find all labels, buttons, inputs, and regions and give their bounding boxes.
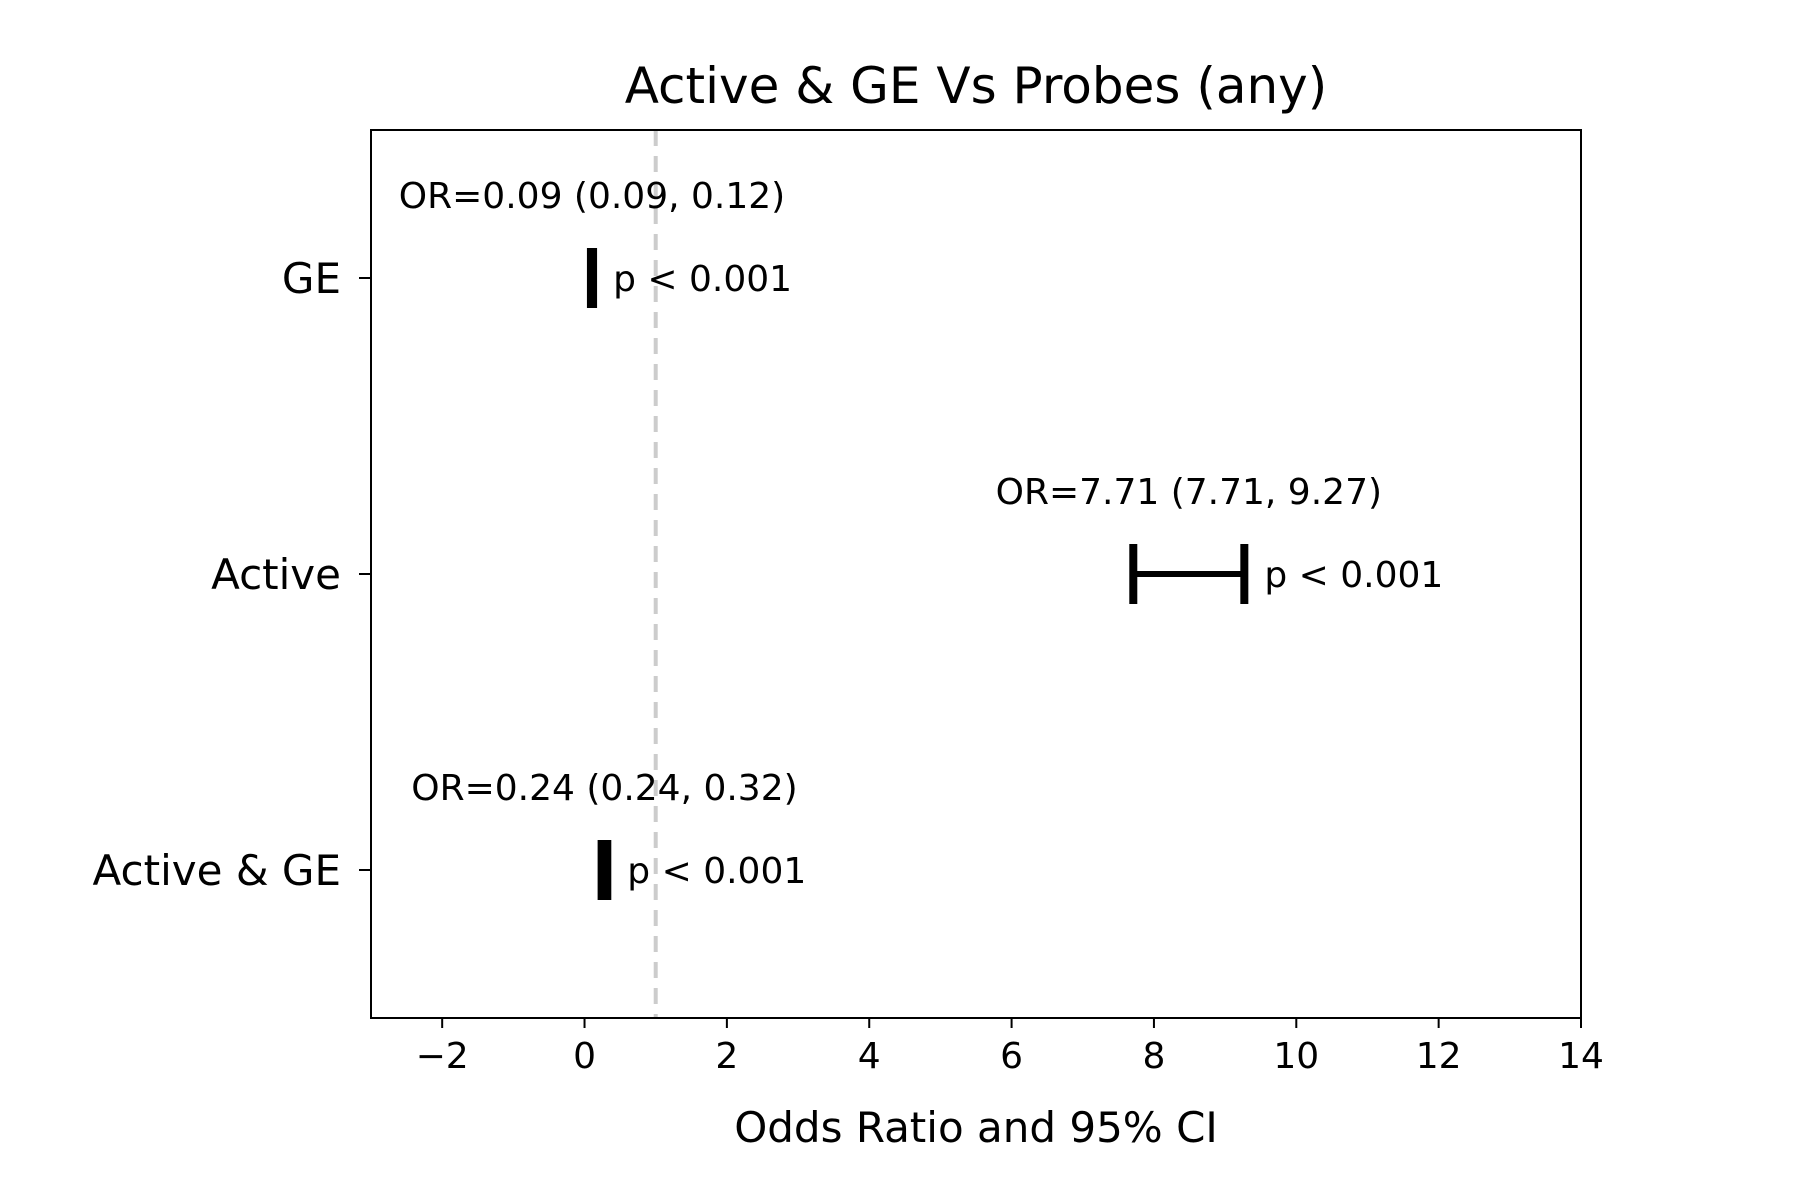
or-annotation: OR=0.24 (0.24, 0.32) bbox=[411, 768, 797, 809]
p-value-annotation: p < 0.001 bbox=[1264, 555, 1443, 596]
x-tick-label: 2 bbox=[715, 1036, 738, 1077]
x-tick-label: 6 bbox=[1000, 1036, 1023, 1077]
y-tick-label: Active & GE bbox=[93, 846, 341, 895]
p-value-annotation: p < 0.001 bbox=[613, 259, 792, 300]
x-tick-label: 14 bbox=[1558, 1036, 1604, 1077]
x-tick-label: 4 bbox=[858, 1036, 881, 1077]
x-axis-label: Odds Ratio and 95% CI bbox=[734, 1103, 1218, 1152]
x-tick-label: 10 bbox=[1273, 1036, 1319, 1077]
plot-area: −2 0 2 4 6 8 10 12 14 GE OR=0.09 (0.09, 0.12) p < 0… bbox=[93, 129, 1604, 1077]
y-tick-label: Active bbox=[211, 550, 341, 599]
x-tick-label: 12 bbox=[1416, 1036, 1462, 1077]
or-annotation: OR=7.71 (7.71, 9.27) bbox=[996, 472, 1382, 513]
x-tick-label: 0 bbox=[573, 1036, 596, 1077]
chart-title: Active & GE Vs Probes (any) bbox=[625, 57, 1328, 115]
x-tick-label: −2 bbox=[416, 1036, 469, 1077]
or-annotation: OR=0.09 (0.09, 0.12) bbox=[399, 176, 785, 217]
p-value-annotation: p < 0.001 bbox=[627, 851, 806, 892]
plot-frame bbox=[370, 129, 1582, 1019]
x-tick-label: 8 bbox=[1142, 1036, 1165, 1077]
y-tick-label: GE bbox=[282, 254, 341, 303]
